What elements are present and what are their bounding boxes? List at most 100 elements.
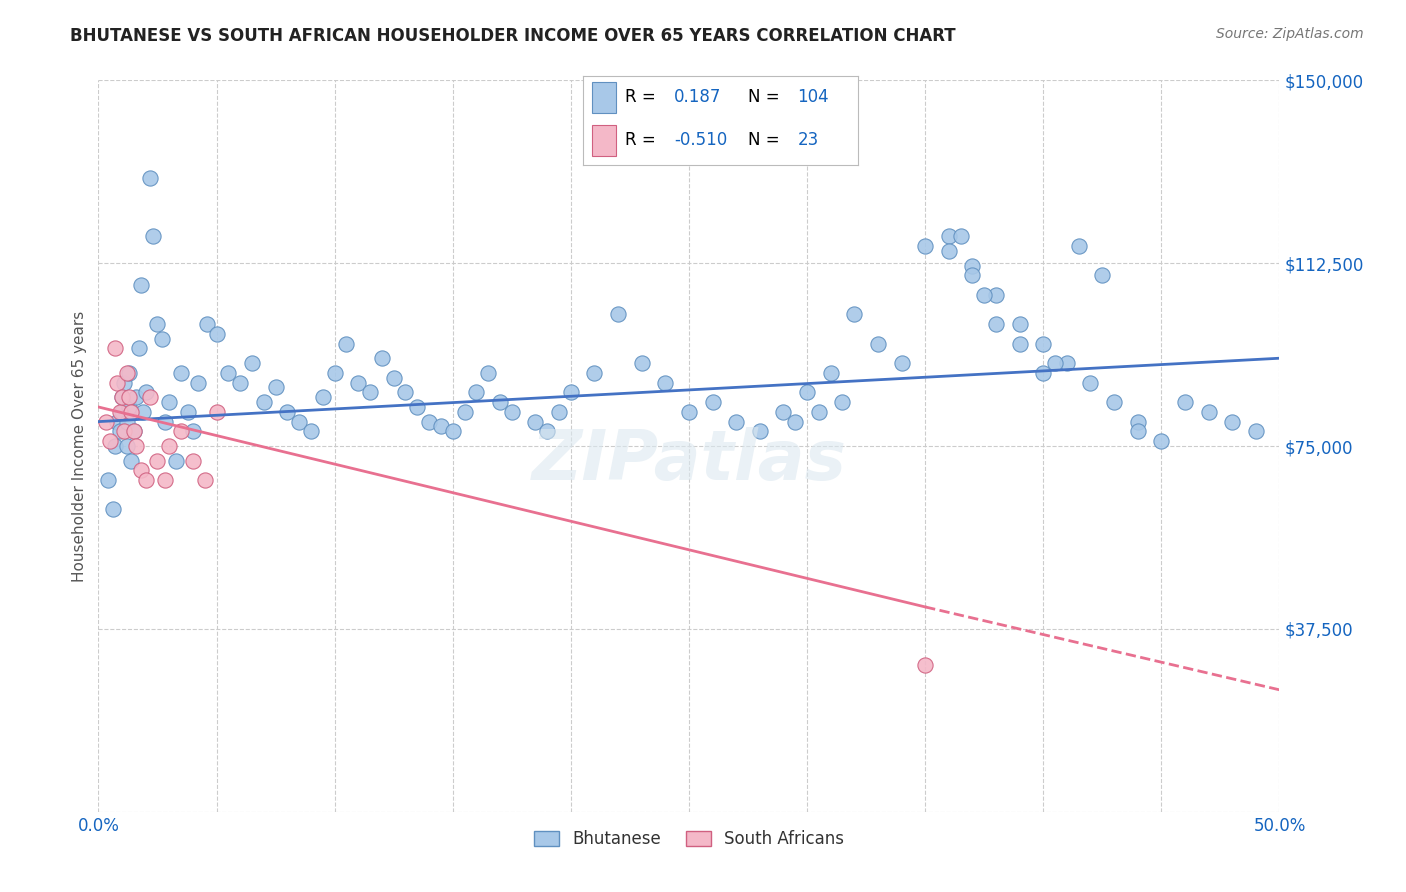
Point — [177, 405, 200, 419]
Point — [112, 425, 135, 439]
Point — [1244, 425, 1267, 439]
Point — [583, 366, 606, 380]
Point — [229, 376, 252, 390]
Point — [796, 385, 818, 400]
Point — [441, 425, 464, 439]
Point — [785, 415, 807, 429]
Point — [276, 405, 298, 419]
Point — [105, 415, 128, 429]
Point — [111, 390, 134, 404]
Point — [1056, 356, 1078, 370]
Text: ZIPat​las: ZIPat​las — [531, 427, 846, 494]
Point — [217, 366, 239, 380]
Point — [153, 473, 176, 487]
Point — [205, 405, 228, 419]
Point — [121, 405, 143, 419]
Point — [253, 395, 276, 409]
Point — [725, 415, 748, 429]
Point — [418, 415, 440, 429]
Point — [170, 366, 193, 380]
Point — [122, 425, 145, 439]
Point — [477, 366, 499, 380]
Point — [139, 390, 162, 404]
Point — [104, 439, 127, 453]
Point — [105, 376, 128, 390]
Point — [165, 453, 187, 467]
Point — [820, 366, 842, 380]
Point — [139, 170, 162, 185]
Point — [194, 473, 217, 487]
Text: 104: 104 — [797, 88, 830, 106]
Point — [181, 425, 204, 439]
Point — [1043, 356, 1066, 370]
Point — [118, 366, 141, 380]
Point — [108, 405, 131, 419]
Point — [453, 405, 475, 419]
Point — [299, 425, 322, 439]
Point — [1008, 336, 1031, 351]
Point — [129, 278, 152, 293]
Point — [104, 342, 127, 356]
Point — [406, 400, 429, 414]
Point — [949, 229, 972, 244]
Point — [97, 473, 120, 487]
Point — [1008, 317, 1031, 331]
Point — [654, 376, 676, 390]
Point — [205, 326, 228, 341]
Point — [371, 351, 394, 366]
Point — [394, 385, 416, 400]
Point — [323, 366, 346, 380]
Point — [359, 385, 381, 400]
Point — [264, 380, 287, 394]
Text: BHUTANESE VS SOUTH AFRICAN HOUSEHOLDER INCOME OVER 65 YEARS CORRELATION CHART: BHUTANESE VS SOUTH AFRICAN HOUSEHOLDER I… — [70, 27, 956, 45]
Bar — [592, 125, 616, 156]
Text: R =: R = — [624, 131, 655, 149]
Point — [125, 439, 148, 453]
Point — [1032, 366, 1054, 380]
Text: N =: N = — [748, 131, 779, 149]
Point — [501, 405, 523, 419]
Point — [548, 405, 571, 419]
Point — [94, 415, 117, 429]
Point — [128, 342, 150, 356]
Point — [121, 453, 143, 467]
Point — [489, 395, 512, 409]
Point — [1220, 415, 1243, 429]
Point — [132, 405, 155, 419]
Text: R =: R = — [624, 88, 655, 106]
Point — [914, 658, 936, 673]
Point — [831, 395, 853, 409]
Point — [678, 405, 700, 419]
Point — [465, 385, 488, 400]
Point — [984, 317, 1007, 331]
Point — [748, 425, 770, 439]
Point — [157, 395, 180, 409]
Point — [115, 366, 138, 380]
Text: 0.187: 0.187 — [673, 88, 721, 106]
Point — [187, 376, 209, 390]
Point — [1091, 268, 1114, 283]
Point — [111, 405, 134, 419]
Point — [1150, 434, 1173, 449]
Point — [536, 425, 558, 439]
Point — [240, 356, 263, 370]
Point — [702, 395, 724, 409]
Point — [1174, 395, 1197, 409]
Text: N =: N = — [748, 88, 779, 106]
Point — [112, 376, 135, 390]
Point — [129, 463, 152, 477]
Text: 23: 23 — [797, 131, 818, 149]
Bar — [592, 82, 616, 113]
Text: Source: ZipAtlas.com: Source: ZipAtlas.com — [1216, 27, 1364, 41]
Point — [524, 415, 547, 429]
Point — [984, 288, 1007, 302]
Point — [630, 356, 652, 370]
Point — [560, 385, 582, 400]
Point — [111, 390, 134, 404]
Point — [118, 390, 141, 404]
Point — [335, 336, 357, 351]
Point — [146, 453, 169, 467]
Point — [866, 336, 889, 351]
Point — [153, 415, 176, 429]
Point — [973, 288, 995, 302]
